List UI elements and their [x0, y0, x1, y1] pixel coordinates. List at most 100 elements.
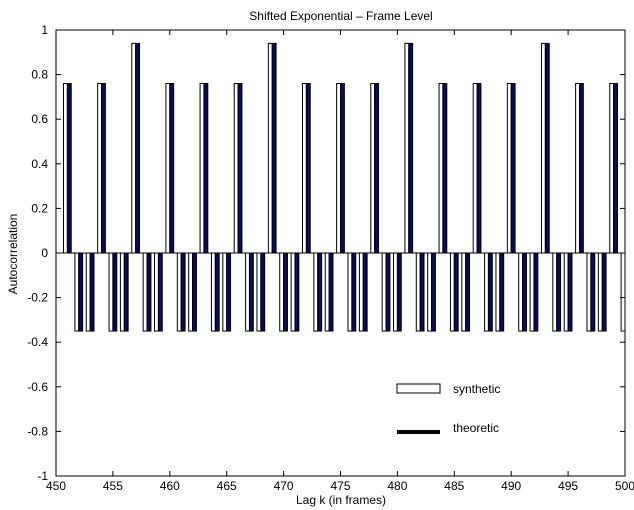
bar-theoretic-lag-454 [101, 83, 106, 254]
y-tick-label: -0.8 [27, 424, 48, 438]
bar-synthetic-lag-488 [484, 252, 489, 332]
bar-theoretic-lag-467 [248, 252, 254, 332]
bar-synthetic-lag-458 [142, 252, 148, 332]
bar-theoretic-lag-481 [408, 42, 414, 254]
bar-theoretic-lag-492 [533, 252, 539, 332]
bar-group [63, 42, 626, 332]
bar-synthetic-lag-493 [540, 42, 546, 254]
bar-theoretic-lag-466 [237, 83, 243, 254]
bar-theoretic-lag-455 [112, 252, 118, 332]
bar-theoretic-lag-476 [351, 252, 357, 332]
bar-theoretic-lag-464 [214, 252, 220, 332]
bar-theoretic-lag-469 [271, 42, 277, 254]
bar-theoretic-lag-493 [544, 42, 550, 254]
bar-synthetic-lag-462 [188, 252, 194, 332]
y-tick-label: -1 [37, 469, 48, 483]
bar-synthetic-lag-491 [518, 252, 524, 332]
y-axis-label: Autocorrelation [6, 214, 20, 295]
bar-synthetic-lag-490 [506, 83, 512, 254]
x-tick-label: 500 [615, 479, 634, 493]
bar-synthetic-lag-484 [438, 83, 444, 254]
bar-synthetic-lag-479 [381, 252, 387, 332]
bar-theoretic-lag-457 [135, 42, 141, 254]
bar-synthetic-lag-468 [256, 252, 262, 332]
bar-synthetic-lag-478 [370, 83, 376, 254]
bar-synthetic-lag-482 [415, 252, 421, 332]
bar-synthetic-lag-473 [313, 252, 319, 332]
bar-theoretic-lag-470 [283, 252, 288, 332]
bar-synthetic-lag-477 [358, 252, 364, 332]
bar-synthetic-lag-489 [495, 252, 501, 332]
legend: synthetic theoretic [396, 382, 500, 435]
bar-theoretic-lag-479 [385, 252, 391, 332]
bar-theoretic-lag-497 [590, 252, 596, 332]
bar-synthetic-lag-496 [575, 83, 580, 254]
bar-theoretic-lag-460 [169, 83, 175, 254]
bar-synthetic-lag-453 [85, 252, 91, 332]
bar-synthetic-lag-452 [74, 252, 80, 332]
bar-theoretic-lag-465 [226, 252, 232, 332]
x-tick-label: 480 [387, 479, 407, 493]
bar-synthetic-lag-485 [449, 252, 455, 332]
x-tick-label: 475 [330, 479, 350, 493]
bar-theoretic-lag-498 [601, 252, 607, 332]
y-tick-label: 0.6 [31, 112, 48, 126]
y-tick-label: -0.2 [27, 291, 48, 305]
bar-theoretic-lag-494 [556, 252, 562, 332]
bar-theoretic-lag-461 [180, 252, 186, 332]
bar-theoretic-lag-475 [340, 83, 345, 254]
bar-synthetic-lag-475 [336, 83, 341, 254]
bar-synthetic-lag-472 [301, 83, 307, 254]
bar-synthetic-lag-495 [563, 252, 569, 332]
bar-theoretic-lag-488 [487, 252, 493, 332]
bar-synthetic-lag-451 [63, 83, 68, 254]
bar-synthetic-lag-492 [529, 252, 535, 332]
x-tick-label: 490 [501, 479, 521, 493]
bar-synthetic-lag-466 [233, 83, 239, 254]
bar-theoretic-lag-471 [294, 252, 300, 332]
bar-synthetic-lag-460 [165, 83, 171, 254]
bar-synthetic-lag-456 [119, 252, 125, 332]
bar-theoretic-lag-496 [578, 83, 584, 254]
bar-synthetic-lag-480 [393, 252, 398, 332]
bar-theoretic-lag-499 [613, 83, 618, 254]
y-tick-label: -0.4 [27, 335, 48, 349]
bar-theoretic-lag-489 [499, 252, 505, 332]
y-tick-label: 0.8 [31, 68, 48, 82]
bar-theoretic-lag-473 [317, 252, 323, 332]
bar-theoretic-lag-468 [260, 252, 266, 332]
x-tick-label: 450 [46, 479, 66, 493]
bar-synthetic-lag-470 [279, 252, 285, 332]
bar-synthetic-lag-486 [461, 252, 467, 332]
bar-theoretic-lag-458 [146, 252, 152, 332]
y-tick-label: 0 [41, 246, 48, 260]
x-tick-label: 470 [274, 479, 294, 493]
bar-theoretic-lag-474 [328, 252, 334, 332]
bar-theoretic-lag-490 [510, 83, 516, 254]
x-tick-label: 460 [160, 479, 180, 493]
x-axis: 450 455 460 465 470 475 480 485 490 495 500 [46, 30, 634, 493]
bar-theoretic-lag-452 [78, 252, 84, 332]
bar-theoretic-lag-486 [465, 252, 471, 332]
bar-synthetic-lag-487 [472, 83, 478, 254]
bar-synthetic-lag-500 [620, 252, 626, 332]
x-tick-label: 485 [444, 479, 464, 493]
x-axis-label: Lag k (in frames) [296, 493, 386, 507]
chart-title: Shifted Exponential – Frame Level [249, 9, 432, 23]
bar-theoretic-lag-482 [419, 252, 425, 332]
bar-theoretic-lag-472 [305, 83, 311, 254]
bar-synthetic-lag-469 [267, 42, 273, 254]
legend-swatch-synthetic [396, 383, 441, 394]
bar-theoretic-lag-484 [442, 83, 448, 254]
x-tick-label: 455 [103, 479, 123, 493]
bar-theoretic-lag-485 [453, 252, 459, 332]
bar-synthetic-lag-465 [222, 252, 228, 332]
bar-theoretic-lag-480 [396, 252, 402, 332]
bar-theoretic-lag-487 [476, 83, 482, 254]
bar-synthetic-lag-457 [131, 42, 137, 254]
bar-theoretic-lag-477 [362, 252, 368, 332]
y-axis: -1 -0.8 -0.6 -0.4 -0.2 0 0.2 0.4 0.6 0.8 1 [27, 23, 625, 483]
legend-label-synthetic: synthetic [453, 382, 500, 396]
bar-synthetic-lag-471 [290, 252, 296, 332]
bar-theoretic-lag-491 [522, 252, 527, 332]
